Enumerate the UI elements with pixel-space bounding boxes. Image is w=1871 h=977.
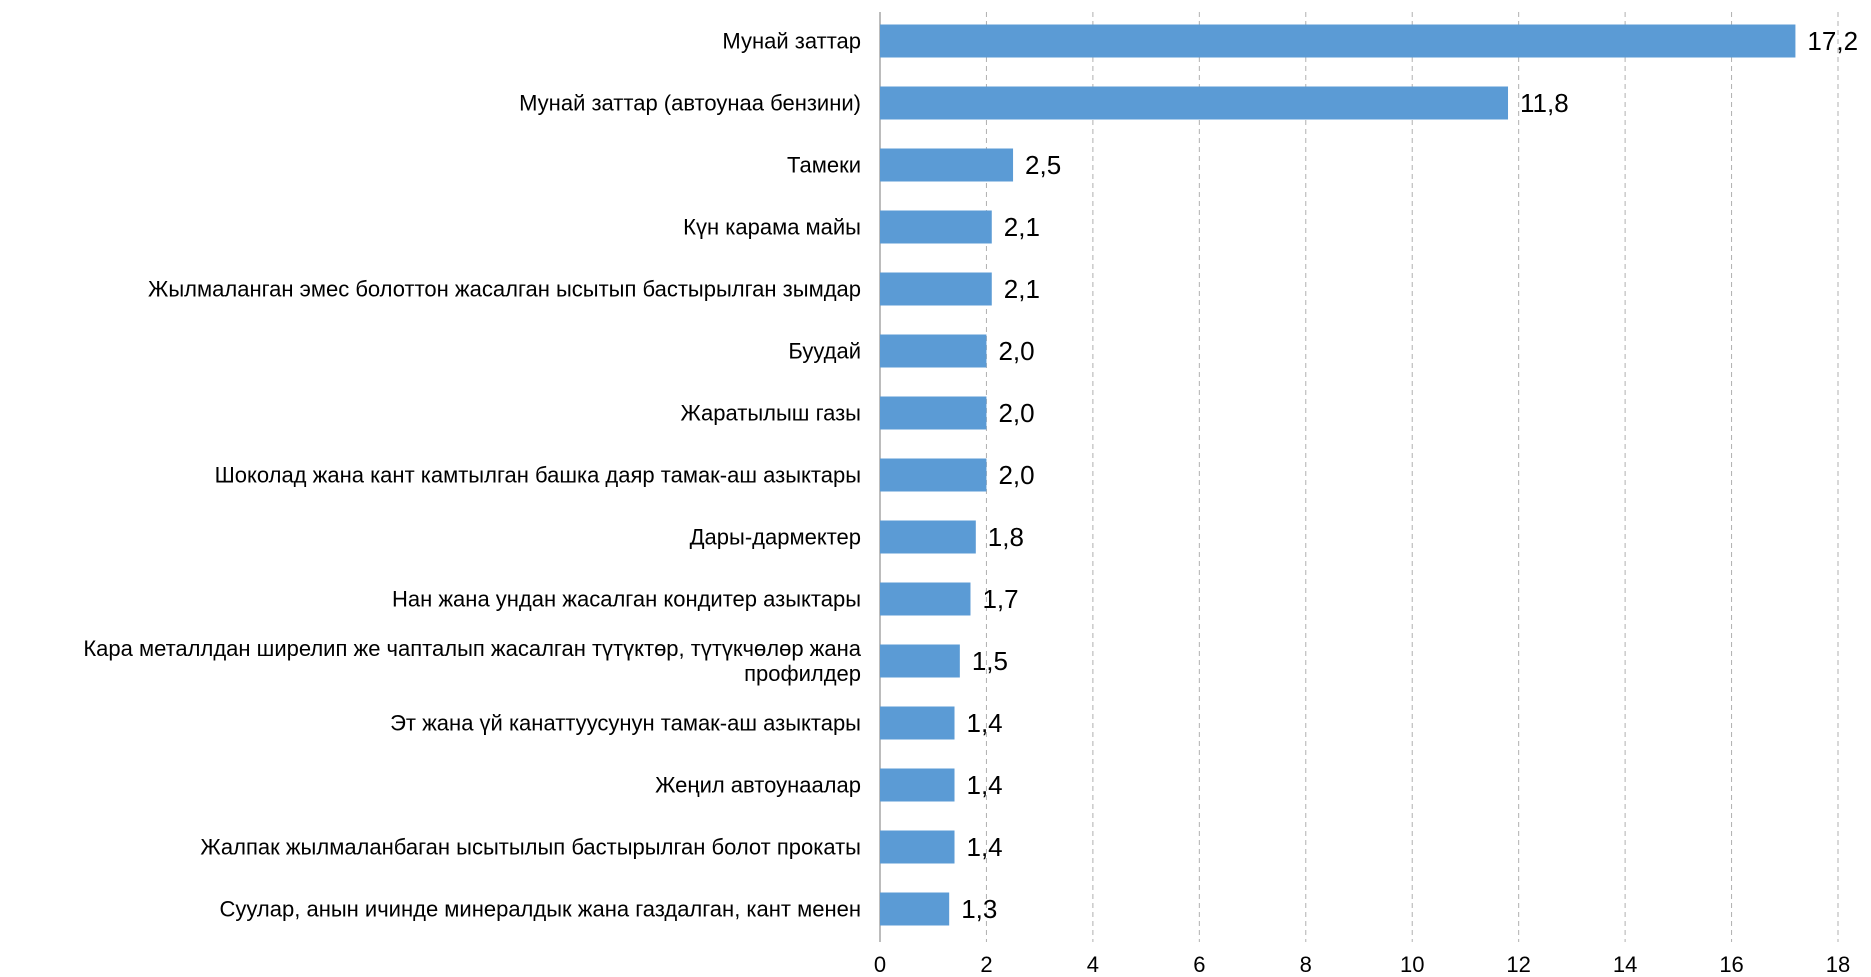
bar (880, 768, 955, 802)
value-label: 1,4 (967, 770, 1003, 800)
x-tick-label: 2 (980, 952, 992, 977)
y-tick-label: Шоколад жана кант камтылган башка даяр т… (214, 462, 861, 488)
x-tick-label: 0 (874, 952, 886, 977)
x-tick-label: 4 (1087, 952, 1099, 977)
bar (880, 520, 976, 554)
value-label: 2,0 (998, 336, 1034, 366)
y-tick-label: Эт жана үй канаттуусунун тамак-аш азыкта… (390, 710, 861, 736)
bar (880, 892, 950, 926)
x-tick-label: 16 (1719, 952, 1743, 977)
value-label: 2,1 (1004, 212, 1040, 242)
y-tick-label: Мунай заттар (722, 28, 861, 54)
y-tick-label: Жаратылыш газы (680, 400, 861, 426)
value-label: 2,5 (1025, 150, 1061, 180)
value-label: 1,4 (967, 832, 1003, 862)
value-label: 1,5 (972, 646, 1008, 676)
y-tick-label: Күн карама майы (683, 214, 861, 240)
bar (880, 706, 955, 740)
bar (880, 396, 987, 430)
y-tick-label: Жеңил автоунаалар (655, 772, 861, 798)
bar (880, 830, 955, 864)
bar (880, 272, 992, 306)
y-tick-label: Нан жана ундан жасалган кондитер азыктар… (391, 586, 861, 612)
bar (880, 148, 1014, 182)
x-tick-label: 12 (1506, 952, 1530, 977)
bar (880, 644, 960, 678)
bar (880, 210, 992, 244)
x-tick-label: 18 (1826, 952, 1850, 977)
x-tick-label: 8 (1300, 952, 1312, 977)
value-label: 1,8 (988, 522, 1024, 552)
value-label: 2,1 (1004, 274, 1040, 304)
y-tick-label: Буудай (788, 338, 861, 364)
bar (880, 334, 987, 368)
y-tick-label: Мунай заттар (автоунаа бензини) (519, 90, 861, 116)
y-tick-label: Дары-дармектер (689, 524, 861, 550)
y-tick-label: Тамеки (787, 152, 861, 178)
value-label: 17,2 (1807, 26, 1858, 56)
bar (880, 86, 1509, 120)
x-tick-label: 10 (1400, 952, 1424, 977)
bar (880, 458, 987, 492)
y-tick-label: Суулар, анын ичинде минералдык жана газд… (219, 896, 861, 922)
bar (880, 582, 971, 616)
value-label: 2,0 (998, 398, 1034, 428)
value-label: 1,4 (967, 708, 1003, 738)
x-tick-label: 6 (1193, 952, 1205, 977)
value-label: 1,3 (961, 894, 997, 924)
y-tick-label: Кара металлдан ширелип же чапталып жасал… (83, 636, 861, 686)
value-label: 2,0 (998, 460, 1034, 490)
value-label: 11,8 (1520, 88, 1569, 118)
value-label: 1,7 (982, 584, 1018, 614)
y-tick-label: Жылмаланган эмес болоттон жасалган ысыты… (148, 276, 861, 302)
x-tick-label: 14 (1613, 952, 1637, 977)
y-tick-label: Жалпак жылмаланбаган ысытылып бастырылга… (200, 834, 861, 860)
bar (880, 24, 1796, 58)
